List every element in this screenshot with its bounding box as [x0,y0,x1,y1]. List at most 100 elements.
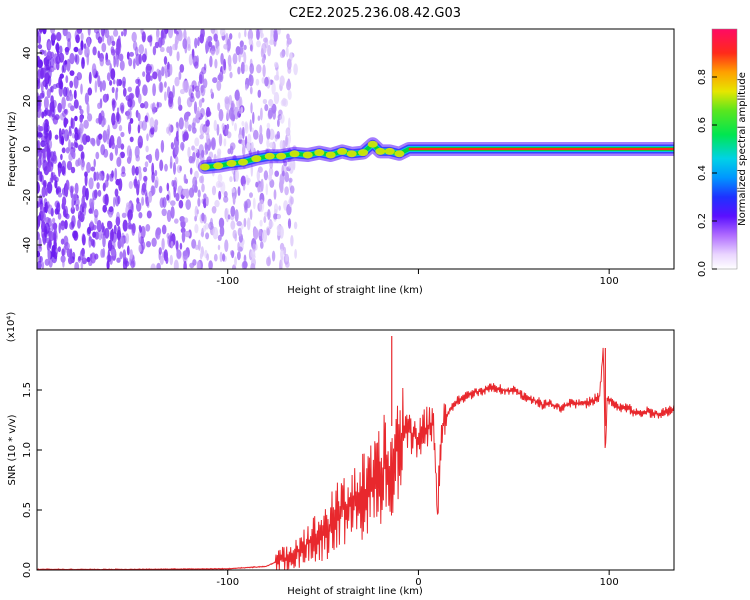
noise-speckle [73,75,79,89]
noise-speckle [43,57,47,64]
noise-speckle [77,71,81,81]
noise-speckle [169,63,173,76]
spectrogram-y-tick-label: -20 [22,189,33,205]
noise-speckle [199,33,204,44]
noise-speckle [248,38,253,46]
noise-speckle [213,33,218,42]
noise-speckle [40,67,46,78]
noise-speckle [71,196,74,210]
noise-speckle [69,70,75,76]
carrier-blob [264,152,275,160]
noise-speckle [111,170,114,179]
noise-speckle [135,46,139,57]
noise-speckle [274,74,280,81]
noise-speckle [276,214,281,220]
noise-speckle [237,227,242,237]
noise-speckle [52,116,59,125]
noise-speckle [118,178,123,192]
snr-x-label: Height of straight line (km) [287,586,423,597]
noise-speckle [141,53,147,63]
noise-speckle [80,83,83,95]
noise-speckle [229,176,233,183]
noise-speckle [210,29,216,34]
noise-speckle [60,238,65,245]
noise-speckle [244,29,247,38]
noise-speckle [151,237,157,247]
colorbar-tick-label: 0.4 [697,165,708,181]
noise-speckle [40,81,44,94]
noise-speckle [223,195,229,203]
noise-speckle [274,61,279,68]
noise-speckle [86,256,91,263]
noise-speckle [149,36,153,47]
noise-speckle [282,170,285,177]
noise-speckle [232,53,238,65]
noise-speckle [177,96,182,107]
noise-speckle [60,220,65,227]
noise-speckle [82,234,86,246]
noise-speckle [196,260,201,269]
noise-speckle [210,88,213,95]
noise-speckle [208,221,214,230]
noise-speckle [106,133,110,145]
noise-speckle [144,161,149,168]
noise-speckle [109,80,113,86]
noise-speckle [112,79,116,85]
carrier-blob [394,150,405,158]
noise-speckle [46,201,50,209]
noise-speckle [69,80,74,89]
noise-speckle [197,36,200,47]
noise-speckle [237,186,241,197]
noise-speckle [156,29,160,43]
noise-speckle [183,260,187,269]
noise-speckle [53,233,57,241]
noise-speckle [272,109,277,120]
noise-speckle [264,37,269,49]
noise-speckle [277,29,281,35]
noise-speckle [273,203,279,214]
noise-speckle [42,29,47,35]
noise-speckle [138,224,142,231]
noise-speckle [266,127,271,140]
noise-speckle [99,80,103,93]
noise-speckle [267,44,272,57]
noise-speckle [38,95,42,102]
noise-speckle [83,119,89,129]
noise-speckle [141,182,147,193]
noise-speckle [138,170,142,181]
noise-speckle [87,29,91,36]
noise-speckle [138,212,143,219]
noise-speckle [138,44,145,55]
noise-speckle [191,122,196,130]
noise-speckle [261,57,266,64]
noise-speckle [210,137,216,151]
noise-speckle [241,120,245,127]
noise-speckle [50,95,54,104]
noise-speckle [57,192,63,198]
noise-speckle [61,160,67,173]
noise-speckle [142,84,148,96]
noise-speckle [94,80,98,93]
noise-speckle [98,133,103,140]
noise-speckle [38,132,43,138]
noise-speckle [98,112,103,125]
noise-speckle [74,127,78,135]
noise-speckle [111,98,116,106]
noise-speckle [178,71,182,81]
noise-speckle [52,217,56,224]
noise-speckle [194,244,199,250]
noise-speckle [141,120,147,131]
carrier-blob [325,151,336,159]
noise-speckle [45,187,48,197]
noise-speckle [94,253,99,260]
noise-speckle [285,253,289,263]
noise-speckle [92,46,97,56]
noise-speckle [145,145,149,153]
noise-speckle [258,132,264,145]
noise-speckle [257,89,262,98]
noise-speckle [87,226,92,235]
noise-speckle [199,176,203,184]
noise-speckle [67,102,72,108]
noise-speckle [273,91,280,105]
noise-speckle [61,96,66,110]
